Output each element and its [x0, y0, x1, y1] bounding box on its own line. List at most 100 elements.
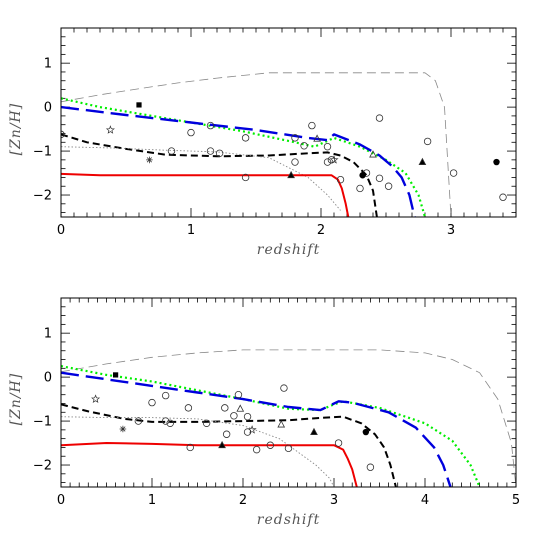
- y-tick-label: −2: [33, 459, 52, 474]
- x-tick-label: 0: [57, 223, 65, 238]
- data-point-star: [247, 425, 257, 434]
- data-point-triangle-open: [277, 420, 286, 428]
- axis-ticks: [60, 27, 517, 217]
- data-point-circle-open: [323, 158, 332, 166]
- data-point-star: [105, 125, 115, 134]
- chart-panel-2: 0 1 2 3 4 5 1 0 −1 −2 redshift [Zn/H]: [8, 297, 520, 528]
- series-line-black-dash: [61, 403, 397, 487]
- data-point-circle-open: [323, 142, 332, 151]
- data-point-circle-open: [241, 134, 250, 142]
- x-tick-label: 2: [317, 223, 325, 238]
- data-point-square: [113, 372, 119, 378]
- data-point-triangle-open: [369, 150, 377, 158]
- series-line-black-dash: [61, 133, 378, 217]
- data-point-triangle-open: [236, 404, 245, 412]
- data-point-triangle-filled: [218, 440, 226, 449]
- data-point-circle-open: [356, 184, 364, 193]
- data-point-circle-open: [499, 193, 507, 201]
- data-point-circle-open: [202, 419, 211, 427]
- points-group: [61, 102, 507, 201]
- x-axis-label: redshift: [257, 242, 320, 258]
- data-point-circle-open: [449, 169, 458, 177]
- data-point-circle-open: [166, 419, 174, 427]
- data-point-circle-open: [241, 173, 250, 182]
- series-group: [61, 72, 452, 217]
- x-tick-label: 5: [512, 493, 520, 508]
- y-tick-label: 1: [44, 327, 52, 342]
- data-point-circle-open: [221, 404, 229, 412]
- series-line-thin-dash: [61, 349, 516, 487]
- data-point-circle-open: [375, 114, 384, 122]
- data-point-circle-open: [134, 417, 143, 425]
- data-point-circle-open: [243, 412, 252, 421]
- data-point-asterisk: [119, 425, 127, 433]
- x-tick-label: 2: [239, 493, 247, 508]
- data-point-circle-open: [280, 384, 288, 392]
- data-point-circle-open: [308, 121, 316, 130]
- data-point-circle-open: [206, 147, 215, 155]
- x-tick-label: 3: [330, 493, 338, 508]
- data-point-circle-open: [252, 445, 261, 454]
- y-axis-label: [Zn/H]: [8, 103, 24, 156]
- series-line-grey-dot: [61, 146, 341, 211]
- plot-frame: [60, 297, 517, 488]
- data-point-circle-open: [423, 137, 432, 146]
- data-point-circle-filled: [493, 158, 500, 166]
- chart-panel-1: 0 1 2 3 1 0 −1 −2 redshift [Zn/H]: [8, 27, 517, 258]
- y-tick-label: −2: [33, 189, 52, 204]
- data-point-circle-open: [230, 412, 238, 420]
- y-tick-label: 0: [44, 101, 52, 116]
- series-line-thin-dash: [61, 72, 452, 217]
- data-point-circle-open: [375, 174, 384, 183]
- data-point-triangle-open: [313, 134, 321, 142]
- data-point-circle-filled: [362, 428, 370, 436]
- y-tick-label: 0: [44, 371, 52, 386]
- series-group: [61, 349, 516, 487]
- data-point-circle-open: [206, 121, 215, 130]
- y-tick-label: −1: [33, 415, 52, 430]
- data-point-triangle-filled: [418, 157, 427, 165]
- data-point-triangle-filled: [287, 170, 295, 179]
- data-point-circle-open: [334, 439, 343, 447]
- y-axis-label: [Zn/H]: [8, 373, 24, 426]
- series-line-blue-longdash: [61, 105, 416, 217]
- data-point-circle-open: [384, 182, 393, 190]
- data-point-circle-open: [161, 417, 170, 425]
- data-point-triangle-filled: [310, 427, 318, 435]
- series-line-green-dot: [61, 365, 481, 487]
- series-line-red-solid: [61, 172, 350, 217]
- data-point-circle-open: [366, 463, 375, 471]
- data-point-asterisk: [146, 156, 153, 164]
- data-point-circle-open: [291, 134, 299, 142]
- series-line-grey-dot: [61, 416, 335, 487]
- x-tick-label: 1: [187, 223, 195, 238]
- x-tick-label: 0: [57, 493, 65, 508]
- data-point-star: [91, 394, 101, 404]
- data-point-circle-open: [336, 175, 345, 184]
- series-line-red-solid: [61, 442, 358, 487]
- data-point-circle-open: [222, 430, 231, 438]
- data-point-circle-open: [161, 391, 170, 400]
- data-point-circle-open: [184, 404, 193, 412]
- series-line-green-dot: [61, 97, 427, 217]
- x-tick-label: 3: [447, 223, 455, 238]
- data-point-circle-open: [148, 398, 156, 407]
- data-point-circle-open: [284, 444, 293, 453]
- data-point-circle-open: [300, 142, 308, 150]
- axis-ticks: [60, 297, 517, 487]
- data-point-circle-filled: [359, 172, 366, 179]
- series-line-blue-longdash: [61, 371, 452, 487]
- data-point-circle-open: [234, 390, 243, 399]
- x-axis-label: redshift: [257, 512, 320, 528]
- x-tick-label: 1: [148, 493, 156, 508]
- data-point-circle-open: [215, 149, 224, 157]
- data-point-star: [329, 155, 339, 164]
- data-point-circle-open: [266, 441, 274, 449]
- x-tick-label: 4: [421, 493, 429, 508]
- y-tick-label: 1: [44, 57, 52, 72]
- data-point-circle-open: [291, 158, 299, 166]
- points-group: [91, 372, 375, 471]
- plot-frame: [60, 27, 517, 218]
- data-point-circle-open: [187, 128, 195, 137]
